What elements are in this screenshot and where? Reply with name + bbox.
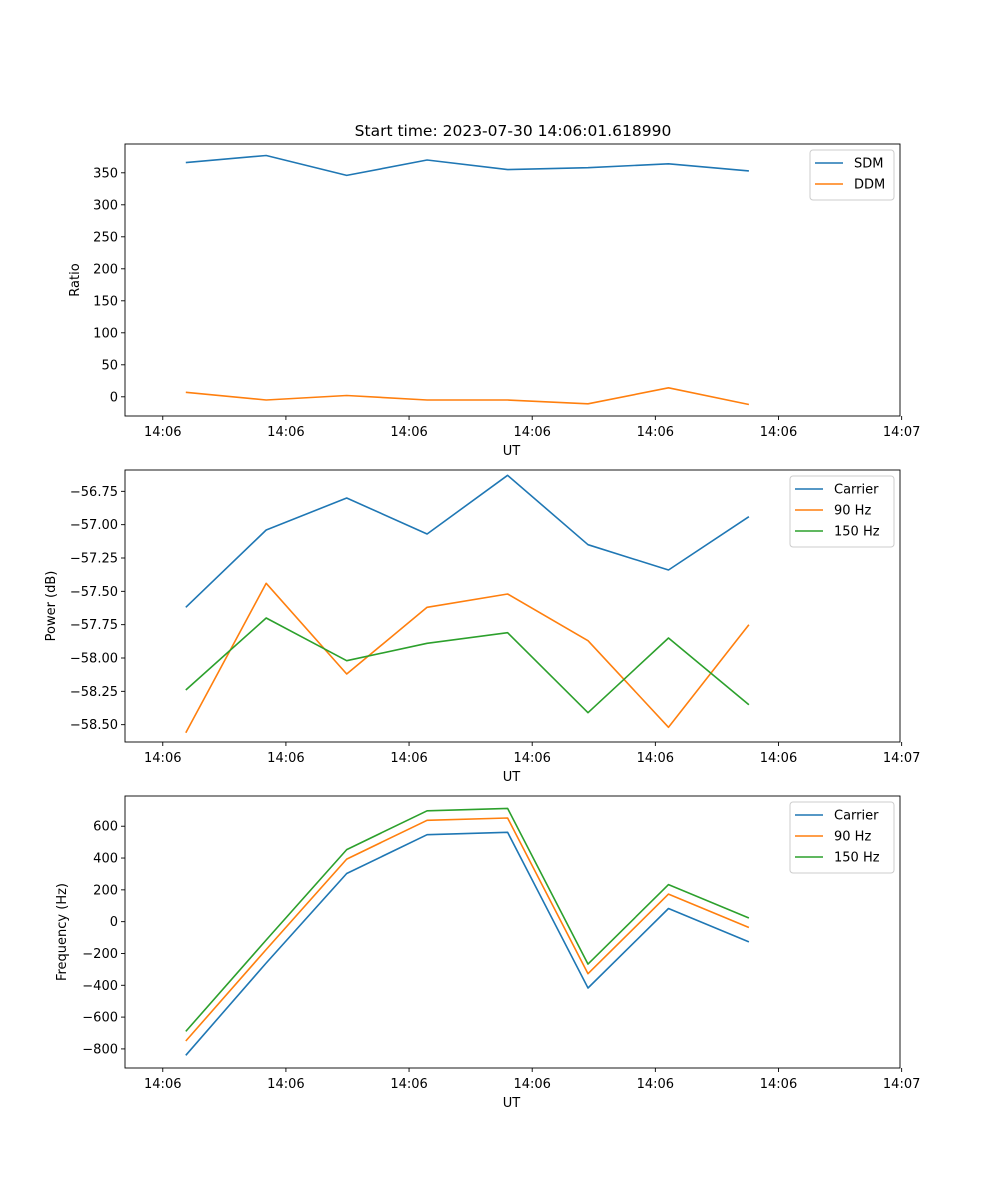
panel-2-legend-label: Carrier [834, 483, 879, 498]
panel-2-series-90-hz-line [185, 582, 750, 734]
panel-3-y-tick-label: −400 [82, 979, 118, 994]
panel-3-y-tick-label: −600 [82, 1011, 118, 1026]
panel-2-x-tick-label: 14:06 [144, 751, 181, 766]
panel-2-y-tick-label: −57.50 [70, 585, 118, 600]
panel-3-series-90-hz-line [185, 817, 750, 1042]
panel-2-x-tick-label: 14:06 [760, 751, 797, 766]
panel-1-legend: SDM DDM [809, 149, 895, 201]
panel-3-x-axis-label: UT [503, 1096, 521, 1111]
panel-2-y-tick-label: −56.75 [70, 485, 118, 500]
panel-1-x-axis-label: UT [503, 444, 521, 459]
panel-3-x-tick-label: 14:06 [637, 1077, 674, 1092]
panel-3-y-tick-label: −200 [82, 947, 118, 962]
panel-1-x-tick-label: 14:06 [760, 425, 797, 440]
panel-1-y-tick-label: 350 [93, 166, 118, 181]
panel-1-x-tick-label: 14:06 [513, 425, 550, 440]
panel-1-x-tick-label: 14:06 [267, 425, 304, 440]
panel-3-x-tick-label: 14:06 [760, 1077, 797, 1092]
panel-2-x-tick-label: 14:06 [267, 751, 304, 766]
panel-2-y-tick-label: −58.50 [70, 718, 118, 733]
panel-1-y-tick-label: 200 [93, 262, 118, 277]
panel-3: −800 −600 −400 −200 0 200 400 600 14:06 14:06 14:0… [55, 795, 920, 1111]
panel-3-x-tick-label: 14:06 [390, 1077, 427, 1092]
panel-2-y-tick-label: −57.00 [70, 518, 118, 533]
panel-2-y-axis-label: Power (dB) [44, 571, 59, 642]
panel-3-y-tick-label: 600 [93, 820, 118, 835]
panel-3-legend-label: 90 Hz [834, 830, 871, 845]
panel-3-y-tick-label: −800 [82, 1042, 118, 1057]
panel-1-y-tick-label: 50 [101, 358, 118, 373]
panel-2-series-150-hz-line [185, 617, 750, 714]
panel-2-x-tick-label: 14:06 [390, 751, 427, 766]
panel-3-series-carrier-line [185, 831, 750, 1056]
panel-1-axes-frame [124, 143, 901, 417]
panel-1-series-sdm-line [185, 154, 749, 177]
panel-3-x-tick-label: 14:06 [267, 1077, 304, 1092]
panel-3-legend-box [789, 801, 895, 874]
panel-2-y-tick-label: −58.25 [70, 685, 118, 700]
panel-3-x-tick-label: 14:06 [513, 1077, 550, 1092]
panel-1-y-tick-label: 150 [93, 294, 118, 309]
panel-2-y-tick-label: −57.75 [70, 618, 118, 633]
panel-2: −58.50 −58.25 −58.00 −57.75 −57.50 −57.25 −57.… [44, 469, 920, 785]
panel-3-legend: Carrier 90 Hz 150 Hz [789, 801, 895, 874]
panel-3-x-tick-label: 14:06 [144, 1077, 181, 1092]
panel-3-legend-label: Carrier [834, 809, 879, 824]
panel-1-y-tick-label: 100 [93, 326, 118, 341]
panel-1-y-tick-label: 0 [110, 390, 118, 405]
panel-2-x-tick-label: 14:07 [883, 751, 920, 766]
panel-1-series-ddm-line [185, 386, 750, 406]
panel-1-x-tick-label: 14:06 [637, 425, 674, 440]
panel-3-legend-label: 150 Hz [834, 851, 880, 866]
panel-2-legend-box [789, 475, 895, 548]
panel-1-y-tick-label: 300 [93, 198, 118, 213]
panel-2-legend-label: 150 Hz [834, 525, 880, 540]
panel-2-x-tick-label: 14:06 [513, 751, 550, 766]
panel-3-y-tick-label: 400 [93, 852, 118, 867]
panel-1-legend-label: SDM [854, 157, 883, 172]
figure-title: Start time: 2023-07-30 14:06:01.618990 [355, 122, 672, 140]
panel-1-x-tick-label: 14:06 [390, 425, 427, 440]
panel-1-y-tick-label: 250 [93, 230, 118, 245]
panel-3-series-150-hz-line [185, 807, 750, 1032]
panel-2-x-axis-label: UT [503, 770, 521, 785]
panel-1-x-tick-label: 14:06 [144, 425, 181, 440]
panel-2-legend: Carrier 90 Hz 150 Hz [789, 475, 895, 548]
panel-2-y-tick-label: −57.25 [70, 552, 118, 567]
panel-1-legend-label: DDM [854, 178, 885, 193]
panel-1: 0 50 100 150 200 250 300 350 14:06 14:06 14:06 14:0… [68, 143, 920, 459]
panel-1-x-tick-label: 14:07 [883, 425, 920, 440]
panel-1-y-axis-label: Ratio [68, 263, 83, 296]
panel-3-y-tick-label: 0 [110, 915, 118, 930]
panel-2-series-carrier-line [185, 474, 750, 608]
panel-3-x-tick-label: 14:07 [883, 1077, 920, 1092]
panel-3-y-axis-label: Frequency (Hz) [55, 883, 70, 981]
panel-3-axes-frame [124, 795, 901, 1069]
panel-2-axes-frame [124, 469, 901, 743]
panel-2-legend-label: 90 Hz [834, 504, 871, 519]
panel-2-x-tick-label: 14:06 [637, 751, 674, 766]
panel-3-y-tick-label: 200 [93, 883, 118, 898]
panel-2-y-tick-label: −58.00 [70, 652, 118, 667]
